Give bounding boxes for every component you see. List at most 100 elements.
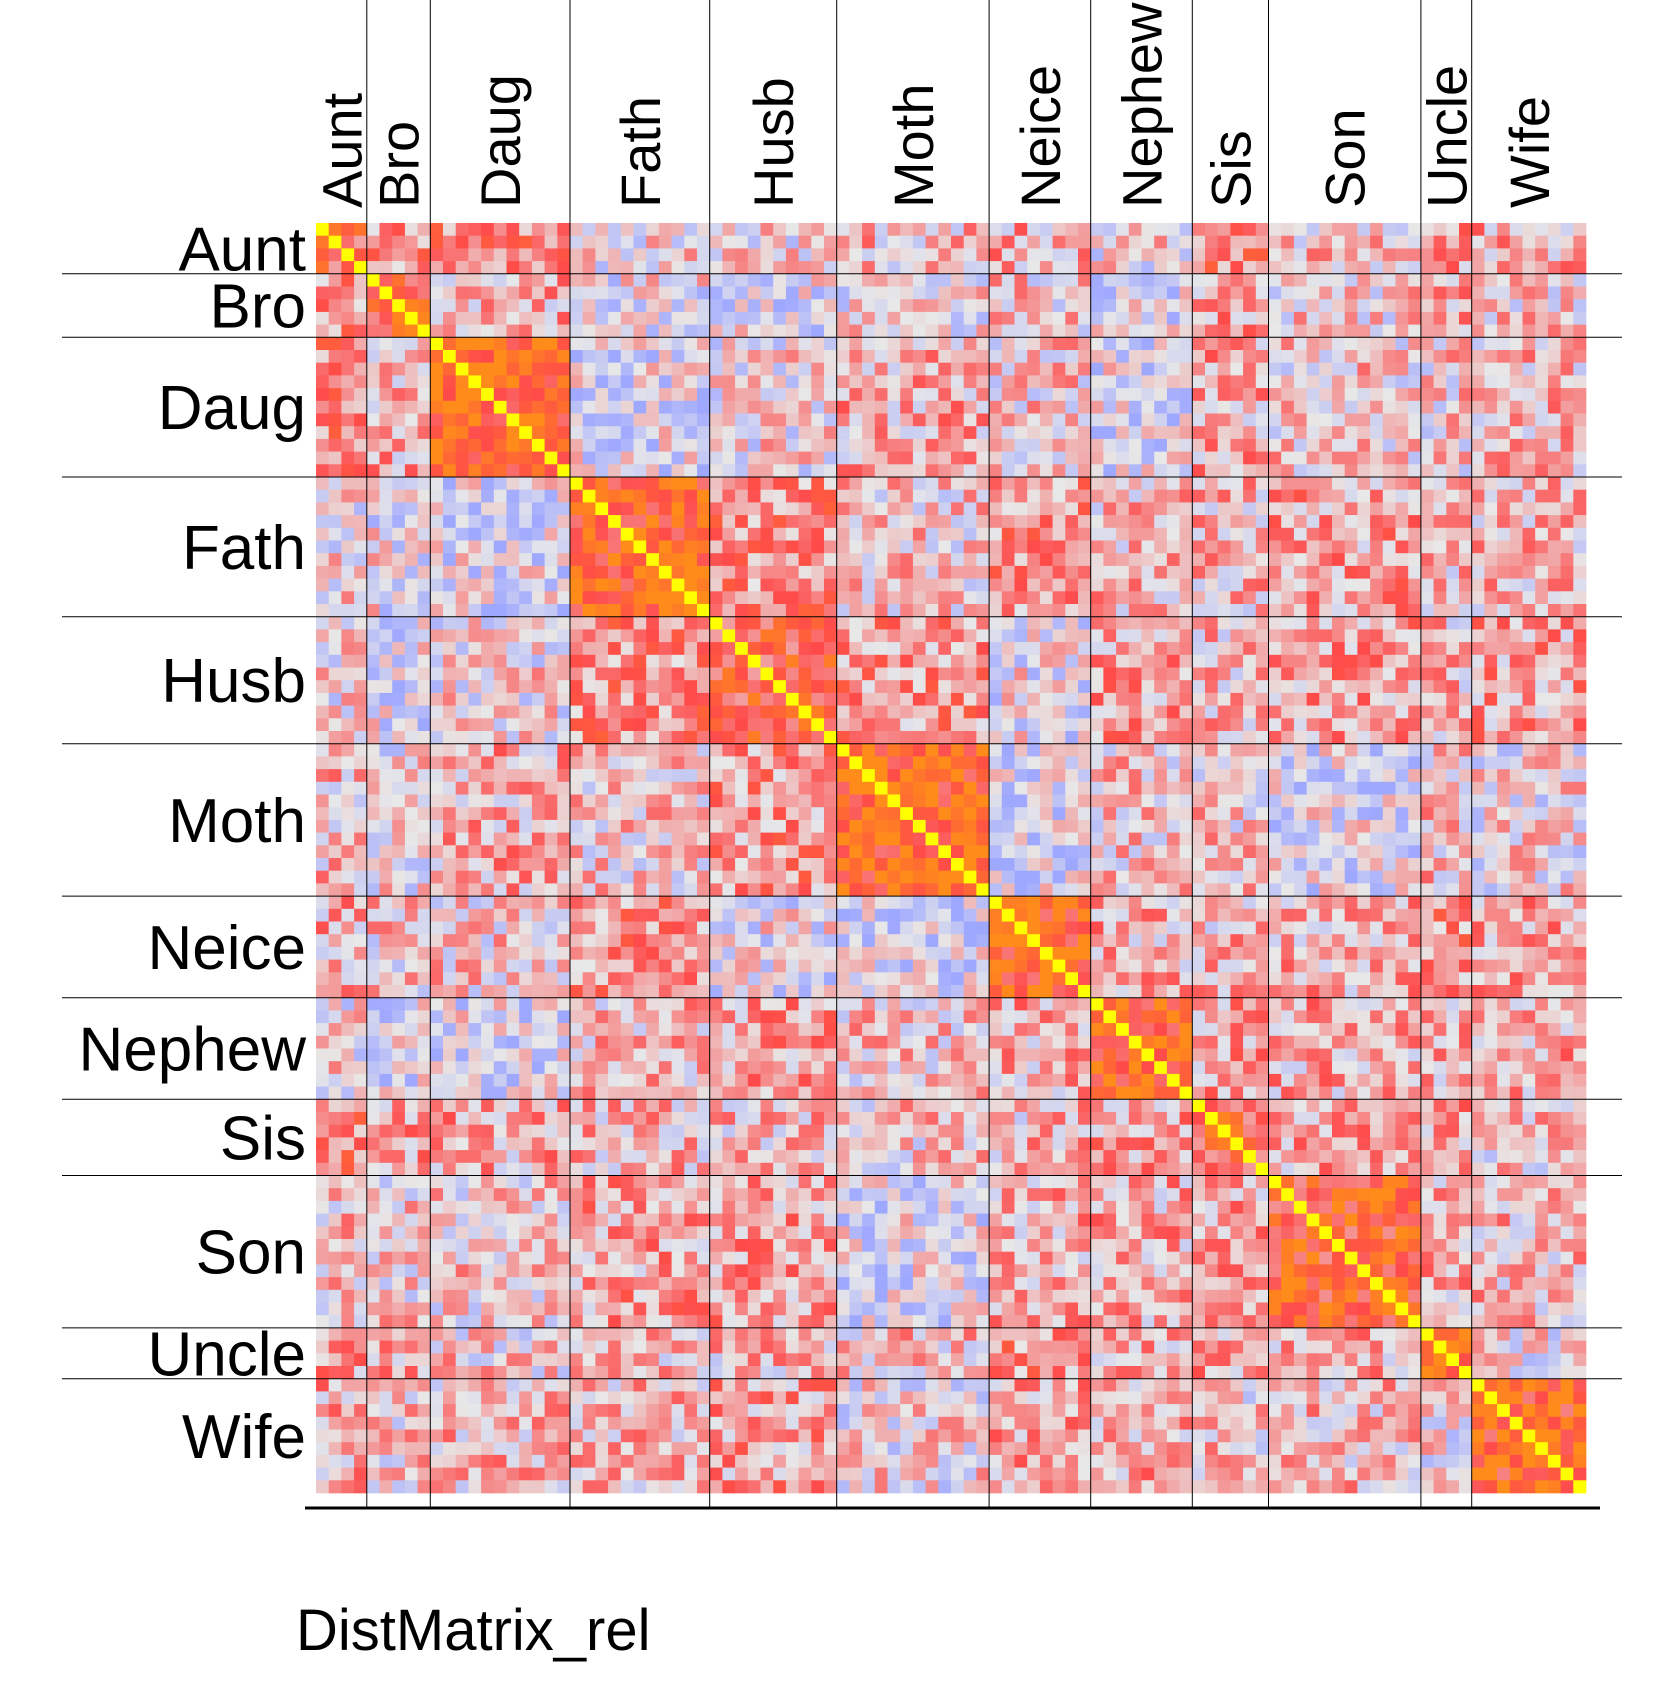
heatmap-cell (1484, 756, 1498, 770)
heatmap-cell (722, 591, 736, 605)
heatmap-cell (1052, 807, 1066, 821)
heatmap-cell (697, 515, 711, 529)
heatmap-cell (1306, 489, 1320, 503)
heatmap-cell (1433, 413, 1447, 427)
heatmap-cell (1027, 781, 1041, 795)
heatmap-cell (1471, 337, 1485, 351)
heatmap-cell (925, 692, 939, 706)
heatmap-cell (1128, 261, 1142, 275)
heatmap-cell (1154, 604, 1168, 618)
heatmap-cell (557, 718, 571, 732)
heatmap-cell (785, 451, 799, 465)
heatmap-cell (760, 654, 774, 668)
heatmap-cell (1344, 540, 1358, 554)
heatmap-cell (1319, 616, 1333, 630)
heatmap-cell (570, 553, 584, 567)
heatmap-cell (722, 692, 736, 706)
heatmap-cell (709, 845, 723, 859)
heatmap-cell (1484, 743, 1498, 757)
heatmap-cell (1446, 807, 1460, 821)
heatmap-cell (912, 388, 926, 402)
heatmap-cell (976, 591, 990, 605)
heatmap-cell (735, 426, 749, 440)
heatmap-cell (1573, 642, 1587, 656)
heatmap-cell (1255, 616, 1269, 630)
heatmap-cell (544, 311, 558, 325)
heatmap-cell (1382, 464, 1396, 478)
heatmap-cell (341, 464, 355, 478)
heatmap-cell (481, 654, 495, 668)
heatmap-cell (468, 477, 482, 491)
heatmap-cell (1103, 629, 1117, 643)
heatmap-cell (1217, 604, 1231, 618)
heatmap-cell (366, 743, 380, 757)
heatmap-cell (1116, 819, 1130, 833)
heatmap-cell (328, 375, 342, 389)
heatmap-cell (493, 337, 507, 351)
heatmap-cell (1205, 362, 1219, 376)
heatmap-cell (366, 540, 380, 554)
heatmap-cell (1497, 667, 1511, 681)
heatmap-cell (1039, 565, 1053, 579)
heatmap-cell (1319, 540, 1333, 554)
heatmap-cell (900, 667, 914, 681)
heatmap-cell (531, 832, 545, 846)
heatmap-cell (481, 845, 495, 859)
heatmap-cell (1370, 705, 1384, 719)
heatmap-cell (443, 527, 457, 541)
heatmap-cell (1090, 629, 1104, 643)
heatmap-cell (1039, 426, 1053, 440)
heatmap-cell (1281, 375, 1295, 389)
heatmap-cell (989, 489, 1003, 503)
heatmap-cell (709, 540, 723, 554)
heatmap-cell (976, 540, 990, 554)
heatmap-cell (811, 807, 825, 821)
heatmap-cell (849, 769, 863, 783)
heatmap-cell (735, 769, 749, 783)
heatmap-cell (392, 807, 406, 821)
heatmap-cell (989, 375, 1003, 389)
heatmap-cell (1014, 311, 1028, 325)
heatmap-cell (1471, 426, 1485, 440)
heatmap-cell (1078, 616, 1092, 630)
heatmap-cell (1014, 515, 1028, 529)
heatmap-cell (1433, 273, 1447, 287)
heatmap-cell (1319, 223, 1333, 237)
heatmap-cell (595, 400, 609, 414)
heatmap-cell (1484, 731, 1498, 745)
heatmap-cell (341, 718, 355, 732)
heatmap-cell (1078, 527, 1092, 541)
heatmap-cell (1522, 299, 1536, 313)
heatmap-cell (455, 756, 469, 770)
heatmap-cell (900, 502, 914, 516)
heatmap-cell (443, 438, 457, 452)
heatmap-cell (1408, 350, 1422, 364)
heatmap-cell (608, 565, 622, 579)
heatmap-cell (798, 502, 812, 516)
heatmap-cell (379, 337, 393, 351)
heatmap-cell (824, 515, 838, 529)
heatmap-cell (963, 845, 977, 859)
heatmap-cell (1014, 388, 1028, 402)
heatmap-cell (925, 489, 939, 503)
heatmap-cell (709, 248, 723, 262)
heatmap-cell (1281, 286, 1295, 300)
heatmap-cell (1408, 235, 1422, 249)
heatmap-cell (354, 375, 368, 389)
heatmap-cell (1052, 324, 1066, 338)
heatmap-cell (1243, 540, 1257, 554)
heatmap-cell (887, 311, 901, 325)
heatmap-cell (443, 362, 457, 376)
heatmap-cell (1205, 769, 1219, 783)
heatmap-cell (1116, 845, 1130, 859)
heatmap-cell (963, 705, 977, 719)
heatmap-cell (1408, 527, 1422, 541)
heatmap-cell (1166, 362, 1180, 376)
heatmap-cell (1332, 642, 1346, 656)
heatmap-cell (824, 273, 838, 287)
heatmap-cell (1243, 756, 1257, 770)
heatmap-cell (519, 413, 533, 427)
heatmap-cell (887, 273, 901, 287)
heatmap-cell (1205, 223, 1219, 237)
heatmap-cell (404, 604, 418, 618)
